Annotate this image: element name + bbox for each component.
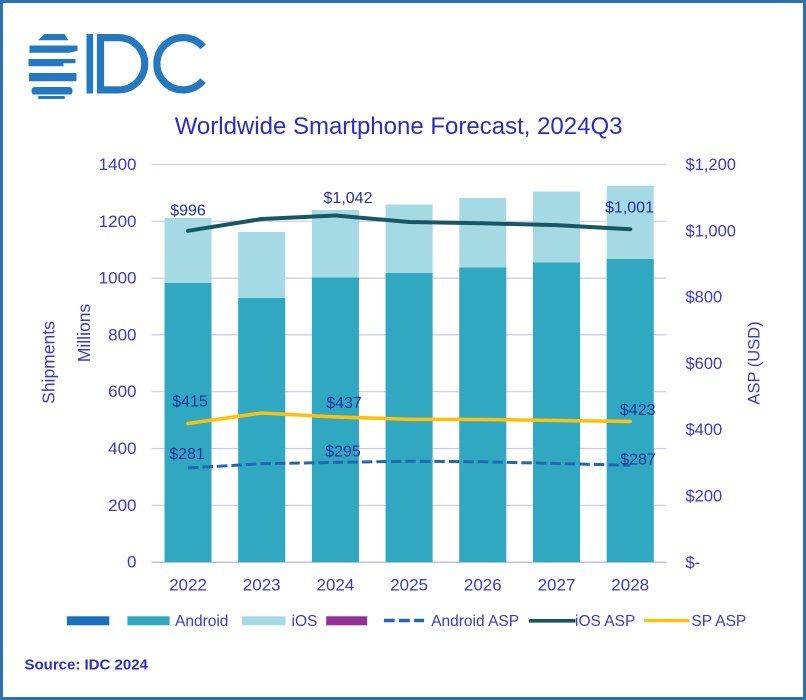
- svg-text:$437: $437: [326, 395, 362, 412]
- svg-text:Android ASP: Android ASP: [431, 613, 519, 630]
- svg-text:ASP (USD): ASP (USD): [746, 321, 764, 404]
- svg-text:Source: IDC 2024: Source: IDC 2024: [25, 657, 149, 674]
- svg-text:$400: $400: [686, 421, 723, 439]
- svg-text:2024: 2024: [316, 576, 354, 595]
- svg-text:600: 600: [108, 382, 136, 401]
- svg-text:Android: Android: [175, 613, 228, 630]
- svg-text:$1,200: $1,200: [686, 156, 736, 174]
- svg-text:$281: $281: [169, 446, 205, 463]
- svg-text:Worldwide Smartphone Forecast,: Worldwide Smartphone Forecast, 2024Q3: [175, 113, 623, 140]
- svg-text:2022: 2022: [169, 576, 207, 595]
- svg-text:1000: 1000: [99, 269, 137, 288]
- svg-text:$1,000: $1,000: [686, 222, 736, 240]
- svg-text:1400: 1400: [99, 155, 137, 174]
- svg-text:2025: 2025: [390, 576, 428, 595]
- svg-text:Millions: Millions: [74, 304, 94, 363]
- svg-text:SP ASP: SP ASP: [691, 613, 746, 630]
- svg-text:$200: $200: [686, 488, 723, 506]
- svg-text:iOS ASP: iOS ASP: [575, 613, 635, 630]
- svg-text:2023: 2023: [243, 576, 281, 595]
- svg-text:0: 0: [127, 553, 136, 572]
- svg-text:iOS: iOS: [292, 613, 318, 630]
- svg-text:2028: 2028: [611, 576, 649, 595]
- svg-text:$800: $800: [686, 289, 723, 307]
- svg-text:$287: $287: [620, 452, 656, 469]
- svg-text:2026: 2026: [464, 576, 502, 595]
- svg-text:$295: $295: [325, 444, 361, 461]
- svg-text:400: 400: [108, 439, 136, 458]
- svg-text:$415: $415: [172, 394, 208, 411]
- svg-text:800: 800: [108, 325, 136, 344]
- svg-text:$600: $600: [686, 355, 723, 373]
- svg-text:200: 200: [108, 496, 136, 515]
- svg-text:1200: 1200: [99, 212, 137, 231]
- svg-text:$-: $-: [686, 554, 701, 572]
- svg-text:$1,042: $1,042: [324, 190, 373, 207]
- svg-text:$423: $423: [620, 402, 656, 419]
- svg-text:$996: $996: [170, 203, 206, 220]
- svg-text:$1,001: $1,001: [605, 200, 654, 217]
- svg-text:Shipments: Shipments: [39, 321, 59, 404]
- svg-text:2027: 2027: [538, 576, 576, 595]
